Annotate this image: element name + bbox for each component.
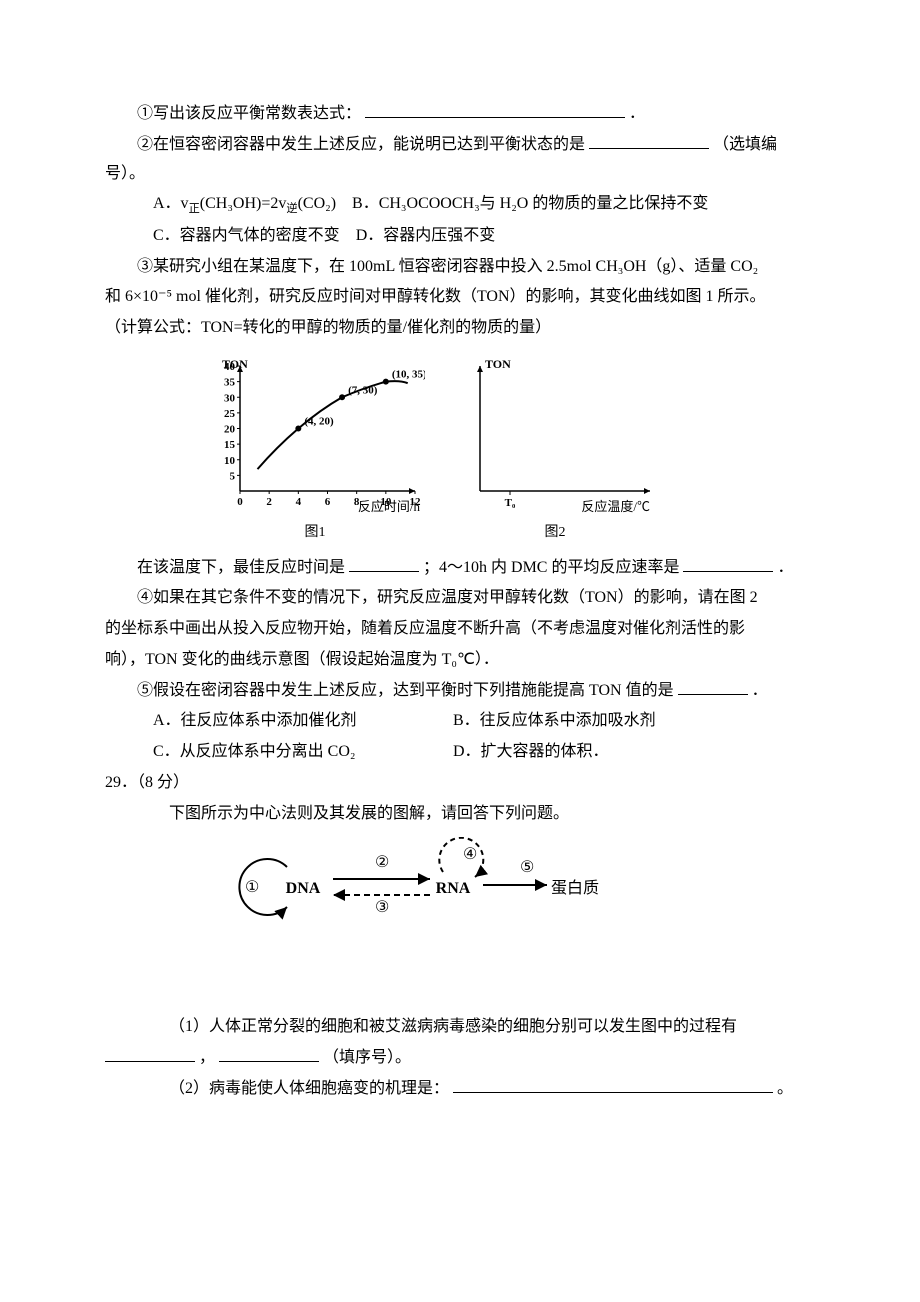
q29-number: 29．（8 分） <box>105 769 815 798</box>
blank-answer[interactable] <box>678 694 748 695</box>
chart2-caption: 图2 <box>545 520 566 545</box>
svg-text:5: 5 <box>230 470 236 482</box>
svg-text:蛋白质: 蛋白质 <box>551 879 599 897</box>
text: ⑤假设在密闭容器中发生上述反应，达到平衡时下列措施能提高 TON 值的是 <box>137 682 674 699</box>
q3-followup: 在该温度下，最佳反应时间是 ；4～10h 内 DMC 的平均反应速率是 ． <box>105 554 815 583</box>
svg-text:RNA: RNA <box>436 880 471 897</box>
q2-options-row1: A．v正(CH₃OH)=2v逆(CO₂) B．CH₃OCOOCH₃与 H₂O 的… <box>105 190 815 219</box>
option-c: C．容器内气体的密度不变 <box>153 227 340 244</box>
blank-answer[interactable] <box>105 1061 195 1062</box>
svg-text:④: ④ <box>463 846 477 863</box>
text: ． <box>629 105 645 122</box>
q5-options-row1: A．往反应体系中添加催化剂 B．往反应体系中添加吸水剂 <box>105 707 815 736</box>
svg-text:10: 10 <box>224 455 236 467</box>
chart2-wrap: TONT₀ 反应温度/℃ 图2 <box>455 351 655 546</box>
q5-options-row2: C．从反应体系中分离出 CO₂ D．扩大容器的体积． <box>105 738 815 767</box>
text: 。 <box>777 1080 793 1097</box>
chart2-xlabel: 反应温度/℃ <box>455 495 655 518</box>
blank-answer[interactable] <box>365 117 625 118</box>
q2-stem: ②在恒容密闭容器中发生上述反应，能说明已达到平衡状态的是 （选填编号）。 <box>105 131 815 189</box>
blank-answer[interactable] <box>453 1092 773 1093</box>
svg-text:30: 30 <box>224 392 236 404</box>
q3-line1: ③某研究小组在某温度下，在 100mL 恒容密闭容器中投入 2.5mol CH₃… <box>105 253 815 282</box>
svg-text:15: 15 <box>224 439 236 451</box>
q29-p1-line2: ， （填序号）。 <box>105 1044 815 1073</box>
q1-stem: ①写出该反应平衡常数表达式： ． <box>105 100 815 129</box>
option-b: B．往反应体系中添加吸水剂 <box>453 707 656 736</box>
svg-text:TON: TON <box>222 357 248 371</box>
q3-line2: 和 6×10⁻⁵ mol 催化剂，研究反应时间对甲醇转化数（TON）的影响，其变… <box>105 283 815 312</box>
text: （填序号）。 <box>323 1049 411 1066</box>
svg-text:TON: TON <box>485 357 511 371</box>
blank-answer[interactable] <box>589 148 709 149</box>
q4-line3: 响），TON 变化的曲线示意图（假设起始温度为 T₀℃）． <box>105 646 815 675</box>
option-c: C．从反应体系中分离出 CO₂ <box>153 738 453 767</box>
svg-text:(7, 30): (7, 30) <box>348 384 378 396</box>
text: ②在恒容密闭容器中发生上述反应，能说明已达到平衡状态的是 <box>137 136 585 153</box>
svg-text:(4, 20): (4, 20) <box>304 415 334 427</box>
text: ①写出该反应平衡常数表达式： <box>137 105 361 122</box>
blank-answer[interactable] <box>683 571 773 572</box>
charts-container: 510152025303540024681012TON(4, 20)(7, 30… <box>205 351 815 546</box>
svg-text:①: ① <box>245 879 259 896</box>
option-d: D．扩大容器的体积． <box>453 738 609 767</box>
chart1: 510152025303540024681012TON(4, 20)(7, 30… <box>205 351 425 511</box>
q3-line3: （计算公式：TON=转化的甲醇的物质的量/催化剂的物质的量） <box>105 314 815 343</box>
svg-text:20: 20 <box>224 423 236 435</box>
text: ；4～10h 内 DMC 的平均反应速率是 <box>423 559 679 576</box>
q4-line2: 的坐标系中画出从投入反应物开始，随着反应温度不断升高（不考虑温度对催化剂活性的影 <box>105 615 815 644</box>
option-b: B．CH₃OCOOCH₃与 H₂O 的物质的量之比保持不变 <box>352 195 708 212</box>
diagram-wrap: DNA RNA 蛋白质 ① ② ③ ④ ⑤ <box>225 837 815 948</box>
svg-text:35: 35 <box>224 377 236 389</box>
q2-options-row2: C．容器内气体的密度不变 D．容器内压强不变 <box>105 222 815 251</box>
q29-p2: （2）病毒能使人体细胞癌变的机理是： 。 <box>105 1075 815 1104</box>
text: ． <box>752 682 768 699</box>
q29-stem: 下图所示为中心法则及其发展的图解，请回答下列问题。 <box>105 800 815 829</box>
option-d: D．容器内压强不变 <box>356 227 496 244</box>
blank-answer[interactable] <box>349 571 419 572</box>
q29-p1-line1: （1）人体正常分裂的细胞和被艾滋病病毒感染的细胞分别可以发生图中的过程有 <box>105 1013 815 1042</box>
text: ． <box>777 559 793 576</box>
option-a: A．往反应体系中添加催化剂 <box>153 707 453 736</box>
chart2: TONT₀ <box>455 351 655 511</box>
option-a: A．v正(CH₃OH)=2v逆(CO₂) <box>153 195 340 212</box>
svg-text:(10, 35): (10, 35) <box>392 369 425 381</box>
svg-text:DNA: DNA <box>286 880 321 897</box>
text: ， <box>199 1049 215 1066</box>
text: 在该温度下，最佳反应时间是 <box>137 559 345 576</box>
svg-text:②: ② <box>375 854 389 871</box>
svg-text:⑤: ⑤ <box>520 859 534 876</box>
svg-text:25: 25 <box>224 408 236 420</box>
q4-line1: ④如果在其它条件不变的情况下，研究反应温度对甲醇转化数（TON）的影响，请在图 … <box>105 584 815 613</box>
central-dogma-diagram: DNA RNA 蛋白质 ① ② ③ ④ ⑤ <box>225 837 625 937</box>
q5-stem: ⑤假设在密闭容器中发生上述反应，达到平衡时下列措施能提高 TON 值的是 ． <box>105 677 815 706</box>
chart1-wrap: 510152025303540024681012TON(4, 20)(7, 30… <box>205 351 425 546</box>
text: （2）病毒能使人体细胞癌变的机理是： <box>169 1080 449 1097</box>
chart1-caption: 图1 <box>305 520 326 545</box>
blank-answer[interactable] <box>219 1061 319 1062</box>
chart1-xlabel: 反应时间/h <box>205 495 425 518</box>
svg-text:③: ③ <box>375 899 389 916</box>
